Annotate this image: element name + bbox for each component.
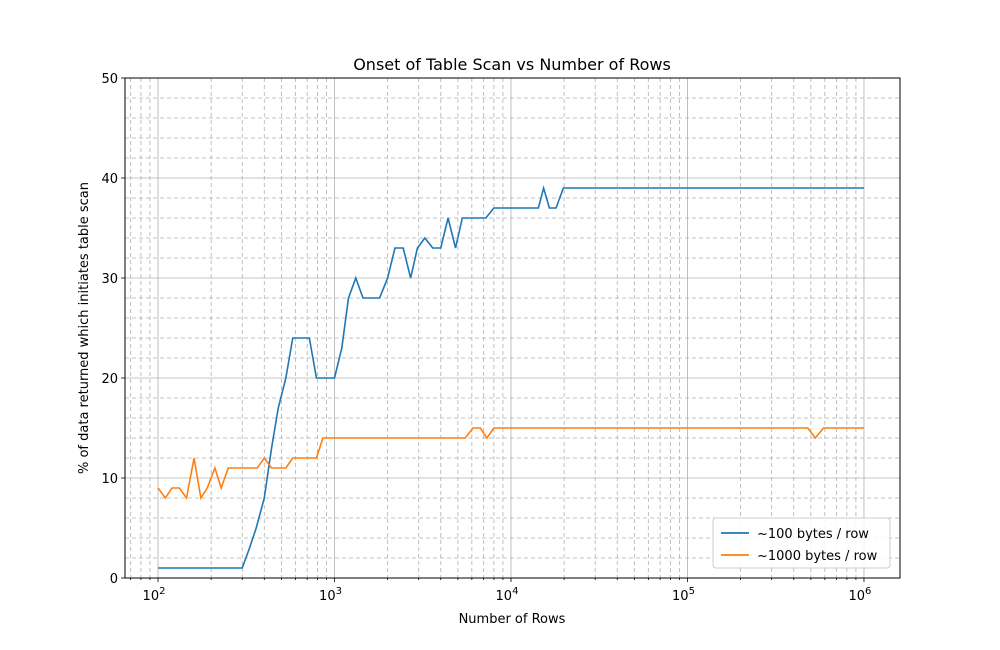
legend-box (712, 517, 891, 569)
x-axis-title: Number of Rows (459, 612, 566, 627)
chart-title: Onset of Table Scan vs Number of Rows (353, 55, 671, 74)
legend-label-2: ~1000 bytes / row (757, 549, 878, 564)
x-tick-label: 106 (849, 586, 872, 604)
y-axis-title: % of data returned which initiates table… (77, 182, 92, 474)
legend: ~100 bytes / row ~1000 bytes / row (712, 517, 891, 569)
y-tick-label: 50 (101, 72, 118, 87)
plot-frame (124, 77, 901, 579)
x-tick-label: 105 (672, 586, 695, 604)
grid-lines (125, 78, 900, 578)
y-tick-label: 40 (101, 172, 118, 187)
y-tick-label: 0 (110, 572, 118, 587)
x-tick-label: 103 (319, 586, 342, 604)
x-tick-label: 104 (496, 586, 519, 604)
legend-label-1: ~100 bytes / row (757, 527, 869, 542)
y-tick-label: 30 (101, 272, 118, 287)
x-tick-label: 102 (143, 586, 166, 604)
y-tick-label: 10 (101, 472, 118, 487)
series-line-1 (158, 184, 864, 569)
series-line-2 (157, 427, 864, 501)
series-layer (157, 184, 864, 569)
axis-ticks: 0 10 20 30 40 50 102 103 104 105 106 (101, 72, 871, 604)
y-tick-label: 20 (101, 372, 118, 387)
